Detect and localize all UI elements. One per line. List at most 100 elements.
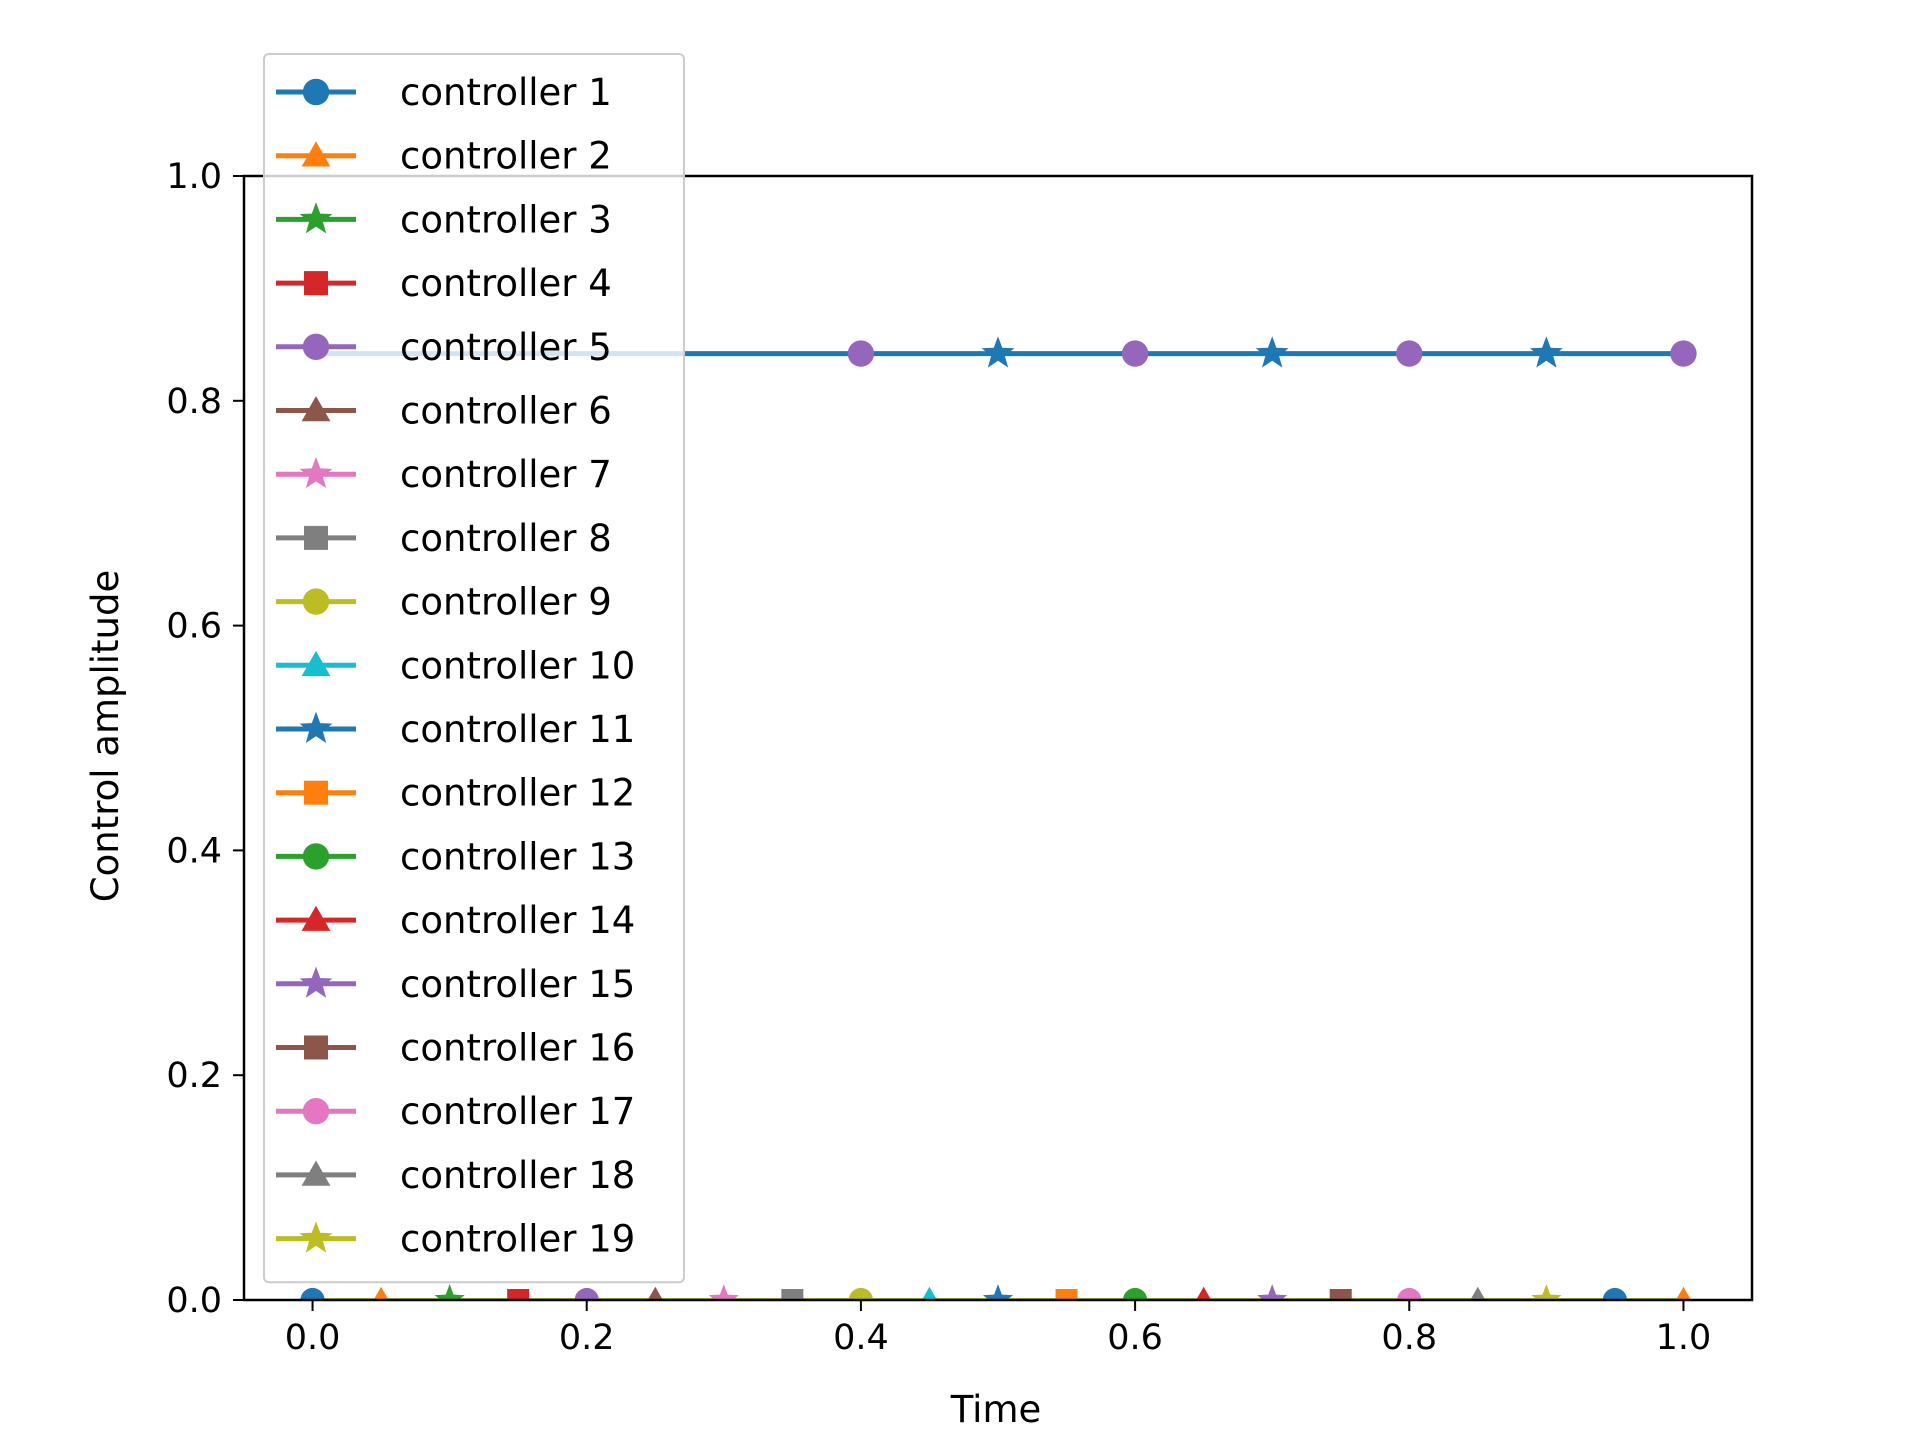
legend-label: controller 5 (400, 326, 612, 369)
series-point (1675, 1286, 1691, 1300)
legend-label: controller 14 (400, 899, 635, 942)
y-tick-label: 0.6 (166, 607, 222, 647)
plot-area (300, 336, 1697, 1300)
series-point (1602, 1287, 1628, 1300)
series-point (1055, 1289, 1078, 1300)
legend-label: controller 1 (400, 71, 612, 114)
legend-marker (301, 905, 331, 931)
series-point (1531, 1284, 1562, 1300)
legend-item: controller 6 (276, 390, 612, 433)
legend-item: controller 3 (276, 198, 612, 241)
legend-marker (301, 1160, 331, 1186)
y-tick-label: 0.8 (166, 382, 222, 422)
x-tick-label: 0.0 (285, 1318, 341, 1358)
legend-item: controller 4 (276, 262, 612, 305)
upper-series-point (1255, 336, 1289, 368)
legend-marker (302, 1098, 330, 1125)
legend-marker (299, 202, 333, 234)
legend-marker (302, 333, 330, 360)
legend-label: controller 13 (400, 835, 635, 878)
upper-series-point (1396, 340, 1423, 367)
y-tick-label: 0.2 (166, 1056, 222, 1096)
series-point (507, 1289, 530, 1300)
x-tick-label: 0.8 (1381, 1318, 1437, 1358)
legend-marker (302, 78, 330, 106)
legend-marker (299, 1221, 333, 1253)
legend-label: controller 9 (400, 581, 612, 624)
legend-marker (302, 843, 330, 870)
x-tick-label: 0.4 (833, 1318, 889, 1358)
series-point (373, 1286, 389, 1300)
legend-box (263, 53, 685, 1284)
legend-item: controller 15 (276, 963, 635, 1006)
series-point (848, 1287, 874, 1300)
legend-marker (299, 456, 333, 489)
legend-label: controller 3 (400, 198, 612, 241)
legend-item: controller 14 (276, 899, 635, 942)
upper-series-point (1121, 340, 1149, 367)
y-tick-label: 0.4 (166, 831, 222, 871)
legend-label: controller 12 (400, 772, 635, 815)
legend-label: controller 16 (400, 1027, 635, 1070)
legend-label: controller 17 (400, 1090, 635, 1133)
legend-label: controller 15 (400, 963, 635, 1006)
upper-series-point (1529, 336, 1563, 368)
series-point (1470, 1286, 1486, 1300)
x-tick-label: 0.2 (559, 1318, 615, 1358)
legend-marker (304, 525, 328, 550)
legend-item: controller 2 (276, 135, 612, 178)
legend-label: controller 18 (400, 1154, 635, 1197)
legend-item: controller 18 (276, 1154, 635, 1197)
series-point (708, 1284, 739, 1300)
series-point (434, 1284, 465, 1300)
series-point (1397, 1287, 1422, 1300)
legend-marker (299, 711, 333, 743)
legend-label: controller 8 (400, 517, 612, 560)
series-point (647, 1286, 663, 1300)
legend-marker (304, 1035, 328, 1060)
legend-item: controller 10 (276, 644, 635, 687)
series-point (1122, 1287, 1148, 1300)
series-point (574, 1287, 599, 1300)
legend-label: controller 19 (400, 1218, 635, 1261)
series-point (781, 1289, 804, 1300)
legend-label: controller 7 (400, 453, 612, 496)
plot-frame (242, 174, 1754, 1302)
axes: 0.0 0.2 0.4 0.6 0.8 1.0 0.0 0.2 0.4 0.6 0.8 1.0 (166, 157, 1754, 1358)
legend-item: controller 12 (276, 772, 635, 815)
legend-marker (299, 966, 333, 998)
series-point (921, 1286, 937, 1300)
upper-series-point (1670, 340, 1697, 367)
legend-label: controller 6 (400, 390, 612, 433)
legend-item: controller 9 (276, 581, 612, 624)
legend-item: controller 13 (276, 835, 635, 878)
legend-item: controller 7 (276, 453, 612, 496)
legend-marker (301, 396, 331, 422)
legend-marker (301, 141, 331, 167)
legend-item: controller 11 (276, 708, 635, 751)
legend-marker (304, 271, 328, 296)
legend-marker (302, 588, 330, 615)
y-axis-label: Control amplitude (84, 570, 127, 902)
legend-item: controller 1 (276, 71, 612, 114)
legend-item: controller 16 (276, 1027, 635, 1070)
series-point (1196, 1286, 1212, 1300)
x-tick-label: 1.0 (1656, 1318, 1712, 1358)
legend: controller 1 controller 2 controller 3 cont… (263, 53, 685, 1284)
legend-label: controller 2 (400, 135, 612, 178)
y-tick-label: 1.0 (166, 157, 222, 197)
x-axis-label: Time (950, 1388, 1042, 1431)
y-tick-label: 0.0 (166, 1281, 222, 1321)
series-point (982, 1284, 1014, 1300)
series-point (1257, 1284, 1288, 1300)
legend-item: controller 8 (276, 517, 612, 560)
upper-series-point (981, 336, 1015, 368)
legend-item: controller 5 (276, 326, 612, 369)
legend-label: controller 4 (400, 262, 612, 305)
upper-series-point (847, 340, 875, 367)
legend-label: controller 10 (400, 644, 635, 687)
legend-label: controller 11 (400, 708, 635, 751)
legend-item: controller 17 (276, 1090, 635, 1133)
plot-clip-group (300, 336, 1697, 1300)
